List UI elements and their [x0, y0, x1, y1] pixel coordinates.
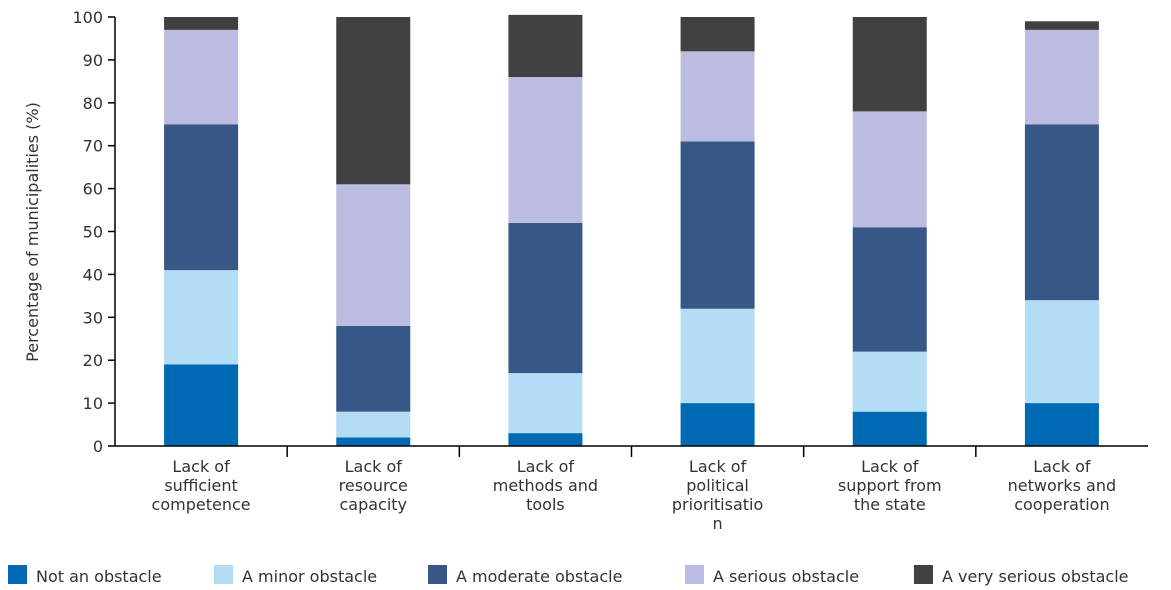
category-label: Lack of support from the state: [838, 457, 942, 514]
legend: Not an obstacle A minor obstacle A moderat…: [8, 565, 1128, 586]
bar-segment: [336, 17, 411, 185]
category-label-line: Lack of: [172, 457, 230, 476]
bar-segment: [508, 222, 583, 374]
legend-label: A minor obstacle: [242, 567, 377, 586]
category-label: Lack of sufficient competence: [152, 457, 251, 514]
bar-segment: [1024, 403, 1099, 446]
category-label-line: networks and: [1008, 476, 1117, 495]
bar-segment: [508, 77, 583, 223]
bar-segment: [852, 351, 927, 412]
bar-segment: [680, 308, 755, 404]
bar-segment: [508, 433, 583, 446]
y-axis-title: Percentage of municipalities (%): [23, 102, 42, 362]
category-label-line: Lack of: [517, 457, 575, 476]
legend-swatch: [914, 565, 933, 584]
bar-segment: [680, 51, 755, 142]
category-label-line: n: [713, 514, 723, 533]
legend-swatch: [8, 565, 27, 584]
y-tick-label: 50: [83, 223, 103, 242]
legend-swatch: [428, 565, 447, 584]
bar-segment: [1024, 300, 1099, 404]
bar-segment: [164, 364, 239, 446]
legend-label: Not an obstacle: [36, 567, 162, 586]
category-label: Lack of methods and tools: [493, 457, 598, 514]
category-label-line: sufficient: [164, 476, 237, 495]
category-label-line: Lack of: [1033, 457, 1091, 476]
category-label-line: capacity: [339, 495, 407, 514]
bar-segment: [1024, 124, 1099, 301]
category-label-line: the state: [854, 495, 926, 514]
bar-segment: [508, 373, 583, 434]
bar-segment: [336, 184, 411, 326]
category-label: Lack of political prioritisatio n: [672, 457, 763, 533]
bar-segment: [164, 29, 239, 125]
category-label-line: resource: [339, 476, 408, 495]
y-tick-label: 40: [83, 265, 103, 284]
y-tick-label: 90: [83, 51, 103, 70]
legend-swatch: [685, 565, 704, 584]
category-label-line: cooperation: [1014, 495, 1109, 514]
category-label: Lack of resource capacity: [339, 457, 408, 514]
bar-segment: [164, 124, 239, 271]
legend-label: A very serious obstacle: [942, 567, 1128, 586]
category-label-line: Lack of: [689, 457, 747, 476]
category-label-line: Lack of: [861, 457, 919, 476]
bar-segment: [680, 17, 755, 52]
bar-segment: [852, 111, 927, 228]
category-label-line: political: [686, 476, 749, 495]
y-tick-label: 0: [93, 437, 103, 456]
y-tick-label: 20: [83, 351, 103, 370]
bar-segment: [336, 411, 411, 438]
category-label-line: Lack of: [345, 457, 403, 476]
bar-segment: [336, 325, 411, 412]
category-label: Lack of networks and cooperation: [1008, 457, 1117, 514]
y-tick-label: 80: [83, 94, 103, 113]
category-label-line: support from: [838, 476, 942, 495]
category-label-line: methods and: [493, 476, 598, 495]
bar-segment: [852, 17, 927, 112]
bar-segment: [852, 411, 927, 446]
bar-segment: [164, 17, 239, 30]
y-axis: 0 10 20 30 40 50 60 70 80 90 100: [72, 8, 116, 456]
bar-segment: [164, 270, 239, 365]
legend-label: A moderate obstacle: [456, 567, 622, 586]
legend-label: A serious obstacle: [713, 567, 859, 586]
bar-segment: [680, 403, 755, 446]
y-tick-label: 30: [83, 308, 103, 327]
bar-segment: [508, 14, 583, 78]
bars: [164, 14, 1099, 446]
bar-segment: [1024, 21, 1099, 30]
bar-segment: [852, 227, 927, 352]
y-tick-label: 60: [83, 180, 103, 199]
y-tick-label: 100: [72, 8, 103, 27]
category-label-line: prioritisatio: [672, 495, 763, 514]
category-label-line: competence: [152, 495, 251, 514]
bar-segment: [1024, 29, 1099, 125]
bar-segment: [680, 141, 755, 309]
category-label-line: tools: [526, 495, 565, 514]
y-tick-label: 10: [83, 394, 103, 413]
bar-segment: [336, 437, 411, 446]
y-tick-label: 70: [83, 137, 103, 156]
legend-swatch: [214, 565, 233, 584]
